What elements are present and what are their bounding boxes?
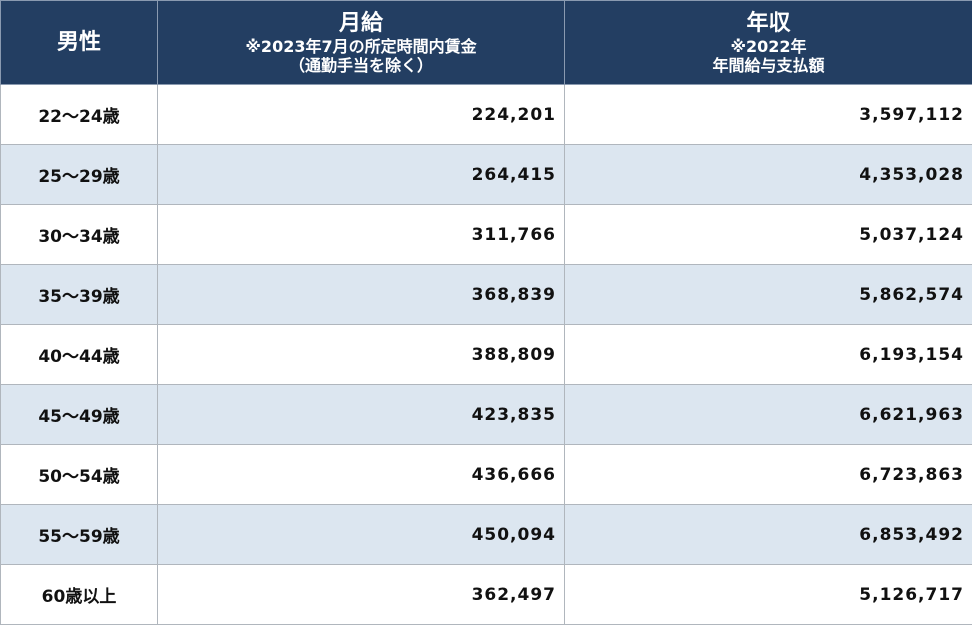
table-row: 22～24歳 224,201 3,597,112 [0, 84, 972, 145]
age-label: 40～44歳 [0, 324, 158, 385]
amount: 3,597,112 [564, 84, 972, 145]
table-row: 30～34歳 311,766 5,037,124 [0, 204, 972, 265]
amount: 362,497 [157, 564, 565, 625]
age-label: 25～29歳 [0, 144, 158, 205]
header-cell: 男性 [0, 0, 158, 85]
age-label: 45～49歳 [0, 384, 158, 445]
amount: 6,621,963 [564, 384, 972, 445]
table-row: 50～54歳 436,666 6,723,863 [0, 444, 972, 505]
age-label: 35～39歳 [0, 264, 158, 325]
header-note: （通勤手当を除く） [288, 55, 433, 75]
table-row: 40～44歳 388,809 6,193,154 [0, 324, 972, 385]
amount: 6,723,863 [564, 444, 972, 505]
table-row: 55～59歳 450,094 6,853,492 [0, 504, 972, 565]
age-label: 60歳以上 [0, 564, 158, 625]
amount: 6,193,154 [564, 324, 972, 385]
table-body: 22～24歳 224,201 3,597,112 25～29歳 264,415 4,353… [0, 84, 972, 625]
age-label: 50～54歳 [0, 444, 158, 505]
amount: 264,415 [157, 144, 565, 205]
amount: 224,201 [157, 84, 565, 145]
amount: 368,839 [157, 264, 565, 325]
table-row: 45～49歳 423,835 6,621,963 [0, 384, 972, 445]
header-note: 年間給与支払額 [712, 55, 825, 75]
table-header: 男性 月給 ※2023年7月の所定時間内賃金 （通勤手当を除く） 年収 ※2022年 年間給… [0, 0, 972, 85]
header-cell: 月給 ※2023年7月の所定時間内賃金 （通勤手当を除く） [157, 0, 565, 85]
age-label: 30～34歳 [0, 204, 158, 265]
table-row: 25～29歳 264,415 4,353,028 [0, 144, 972, 205]
amount: 423,835 [157, 384, 565, 445]
table-row: 60歳以上 362,497 5,126,717 [0, 564, 972, 625]
header-title: 月給 [338, 10, 383, 36]
header-title: 年収 [746, 10, 791, 36]
amount: 5,862,574 [564, 264, 972, 325]
amount: 388,809 [157, 324, 565, 385]
header-title: 男性 [56, 29, 101, 55]
amount: 4,353,028 [564, 144, 972, 205]
header-note: ※2023年7月の所定時間内賃金 [245, 36, 477, 56]
amount: 436,666 [157, 444, 565, 505]
table-row: 35～39歳 368,839 5,862,574 [0, 264, 972, 325]
header-cell: 年収 ※2022年 年間給与支払額 [564, 0, 972, 85]
age-label: 22～24歳 [0, 84, 158, 145]
age-label: 55～59歳 [0, 504, 158, 565]
header-row: 男性 月給 ※2023年7月の所定時間内賃金 （通勤手当を除く） 年収 ※2022年 年間給… [0, 0, 972, 85]
amount: 311,766 [157, 204, 565, 265]
amount: 6,853,492 [564, 504, 972, 565]
header-note: ※2022年 [730, 36, 807, 56]
amount: 5,037,124 [564, 204, 972, 265]
amount: 5,126,717 [564, 564, 972, 625]
amount: 450,094 [157, 504, 565, 565]
